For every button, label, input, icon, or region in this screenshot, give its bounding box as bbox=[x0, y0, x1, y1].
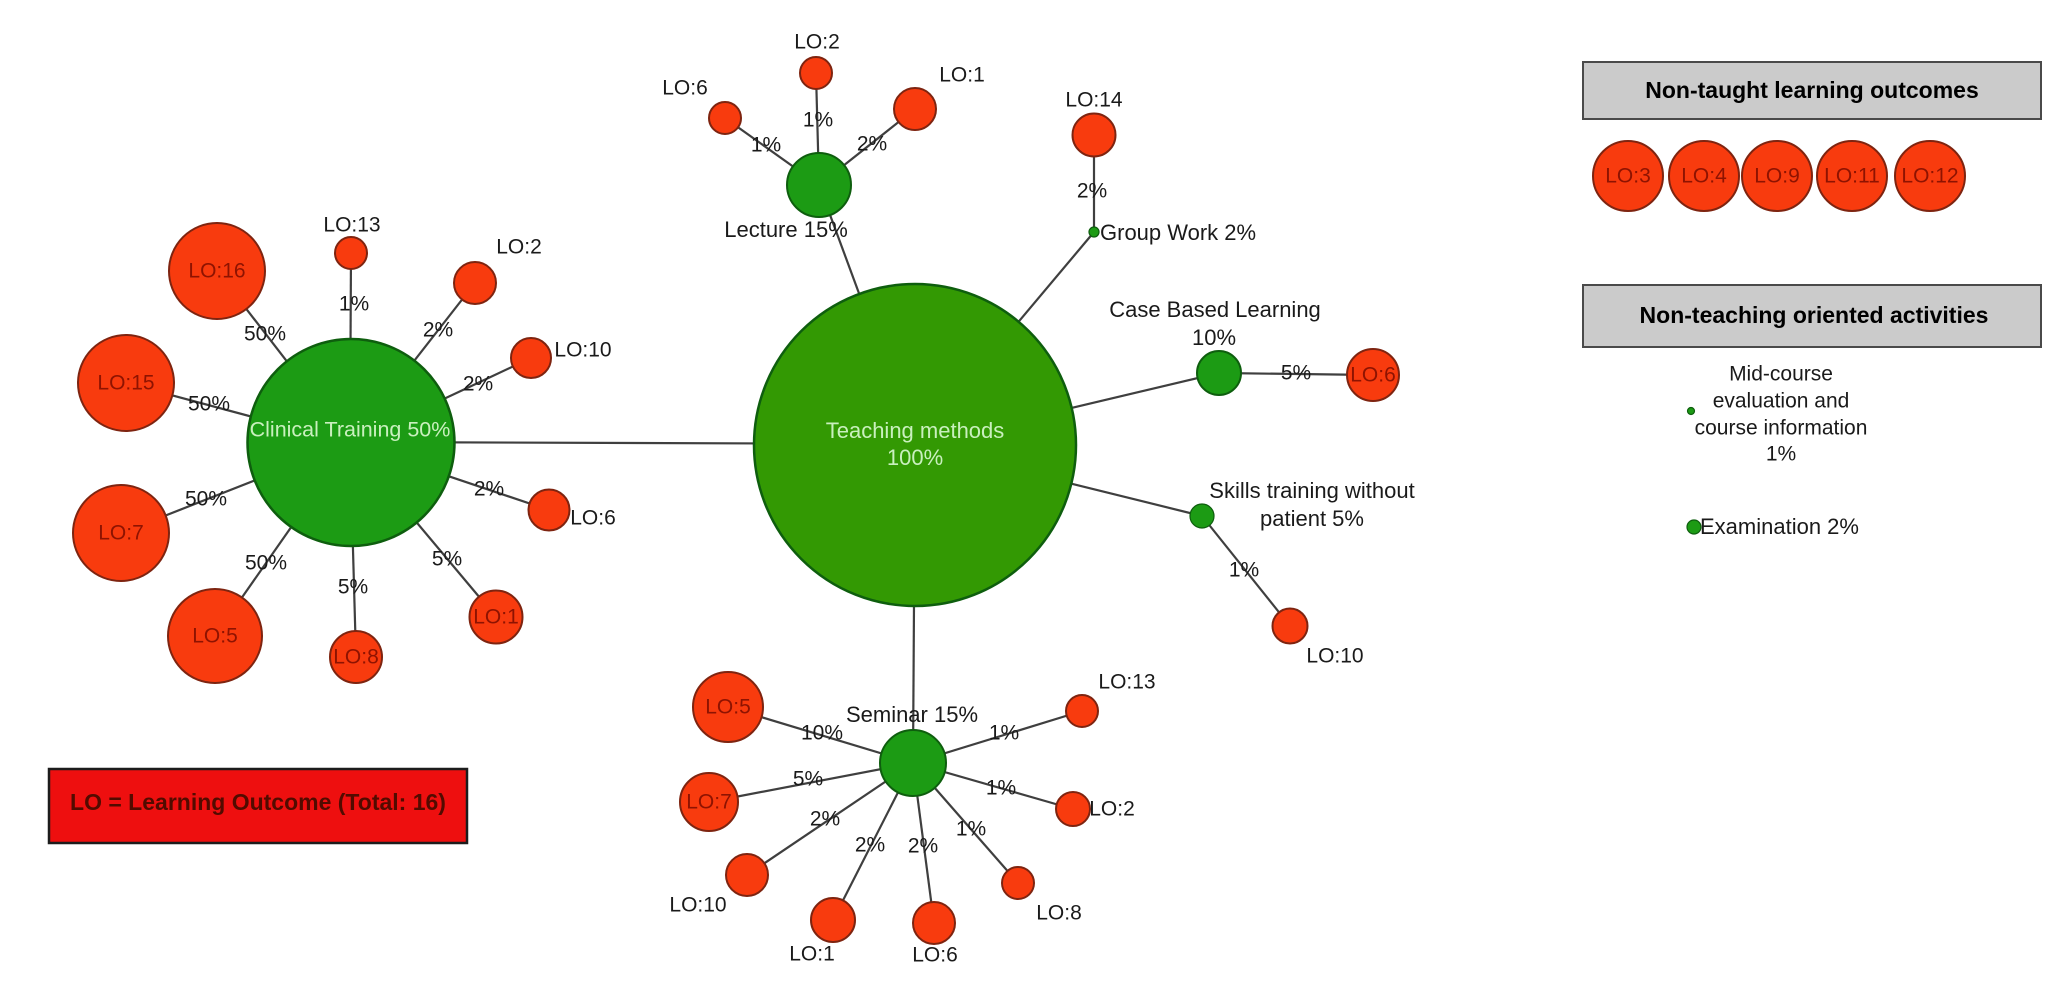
svg-text:LO:6: LO:6 bbox=[570, 507, 616, 530]
svg-text:1%: 1% bbox=[956, 818, 986, 841]
svg-text:Case Based Learning: Case Based Learning bbox=[1109, 297, 1321, 322]
svg-text:2%: 2% bbox=[423, 319, 453, 342]
svg-text:LO:4: LO:4 bbox=[1681, 165, 1727, 188]
svg-text:LO:10: LO:10 bbox=[669, 894, 726, 917]
svg-text:course information: course information bbox=[1695, 417, 1868, 440]
svg-text:1%: 1% bbox=[1766, 443, 1796, 466]
svg-text:Non-teaching oriented activiti: Non-teaching oriented activities bbox=[1640, 302, 1989, 328]
svg-text:LO:5: LO:5 bbox=[705, 696, 751, 719]
svg-text:LO:9: LO:9 bbox=[1754, 165, 1800, 188]
svg-text:LO:8: LO:8 bbox=[333, 646, 379, 669]
svg-text:LO:1: LO:1 bbox=[789, 943, 835, 966]
svg-text:5%: 5% bbox=[793, 768, 823, 791]
svg-text:Skills training without: Skills training without bbox=[1209, 478, 1414, 503]
svg-text:LO:6: LO:6 bbox=[1350, 364, 1396, 387]
svg-text:LO:6: LO:6 bbox=[912, 944, 958, 967]
svg-text:50%: 50% bbox=[185, 488, 227, 511]
svg-text:LO:2: LO:2 bbox=[1089, 798, 1135, 821]
svg-text:LO:15: LO:15 bbox=[97, 372, 154, 395]
svg-text:10%: 10% bbox=[801, 722, 843, 745]
svg-text:LO:12: LO:12 bbox=[1901, 165, 1958, 188]
svg-text:Teaching methods: Teaching methods bbox=[826, 418, 1005, 443]
svg-text:1%: 1% bbox=[803, 109, 833, 132]
svg-text:50%: 50% bbox=[188, 393, 230, 416]
svg-text:LO:13: LO:13 bbox=[323, 214, 380, 237]
svg-text:5%: 5% bbox=[338, 576, 368, 599]
svg-text:2%: 2% bbox=[463, 373, 493, 396]
svg-text:Clinical Training 50%: Clinical Training 50% bbox=[250, 418, 451, 442]
svg-text:Seminar 15%: Seminar 15% bbox=[846, 702, 978, 727]
svg-text:LO:10: LO:10 bbox=[554, 339, 611, 362]
svg-text:LO:1: LO:1 bbox=[939, 64, 985, 87]
svg-text:1%: 1% bbox=[1229, 559, 1259, 582]
svg-text:LO:3: LO:3 bbox=[1605, 165, 1651, 188]
svg-text:2%: 2% bbox=[810, 808, 840, 831]
svg-text:LO:16: LO:16 bbox=[188, 260, 245, 283]
svg-text:1%: 1% bbox=[751, 134, 781, 157]
svg-text:LO:10: LO:10 bbox=[1306, 645, 1363, 668]
svg-text:LO:7: LO:7 bbox=[686, 791, 732, 814]
svg-text:2%: 2% bbox=[474, 478, 504, 501]
svg-text:10%: 10% bbox=[1192, 325, 1236, 350]
svg-text:2%: 2% bbox=[908, 835, 938, 858]
svg-text:LO:2: LO:2 bbox=[794, 31, 840, 54]
svg-text:LO:7: LO:7 bbox=[98, 522, 144, 545]
svg-text:Group Work 2%: Group Work 2% bbox=[1100, 220, 1256, 245]
svg-text:5%: 5% bbox=[432, 548, 462, 571]
svg-text:LO:13: LO:13 bbox=[1098, 671, 1155, 694]
svg-text:LO = Learning Outcome (Total:: LO = Learning Outcome (Total: 16) bbox=[70, 789, 446, 815]
svg-text:Non-taught learning outcomes: Non-taught learning outcomes bbox=[1645, 77, 1979, 103]
svg-text:2%: 2% bbox=[1077, 180, 1107, 203]
svg-text:Mid-course: Mid-course bbox=[1729, 363, 1833, 386]
svg-text:100%: 100% bbox=[887, 445, 943, 470]
svg-text:patient 5%: patient 5% bbox=[1260, 506, 1364, 531]
svg-text:1%: 1% bbox=[986, 777, 1016, 800]
svg-text:LO:11: LO:11 bbox=[1824, 165, 1880, 188]
svg-text:2%: 2% bbox=[857, 133, 887, 156]
svg-text:5%: 5% bbox=[1281, 362, 1311, 385]
svg-text:LO:6: LO:6 bbox=[662, 77, 708, 100]
svg-text:Lecture 15%: Lecture 15% bbox=[724, 217, 848, 242]
svg-text:LO:2: LO:2 bbox=[496, 236, 542, 259]
svg-text:evaluation and: evaluation and bbox=[1713, 390, 1850, 413]
svg-text:1%: 1% bbox=[989, 722, 1019, 745]
svg-text:50%: 50% bbox=[244, 323, 286, 346]
svg-text:LO:1: LO:1 bbox=[473, 606, 519, 629]
svg-text:LO:8: LO:8 bbox=[1036, 902, 1082, 925]
svg-text:LO:14: LO:14 bbox=[1065, 89, 1123, 112]
svg-text:50%: 50% bbox=[245, 552, 287, 575]
svg-text:2%: 2% bbox=[855, 834, 885, 857]
svg-text:LO:5: LO:5 bbox=[192, 625, 238, 648]
svg-text:1%: 1% bbox=[339, 293, 369, 316]
svg-text:Examination 2%: Examination 2% bbox=[1700, 514, 1859, 539]
